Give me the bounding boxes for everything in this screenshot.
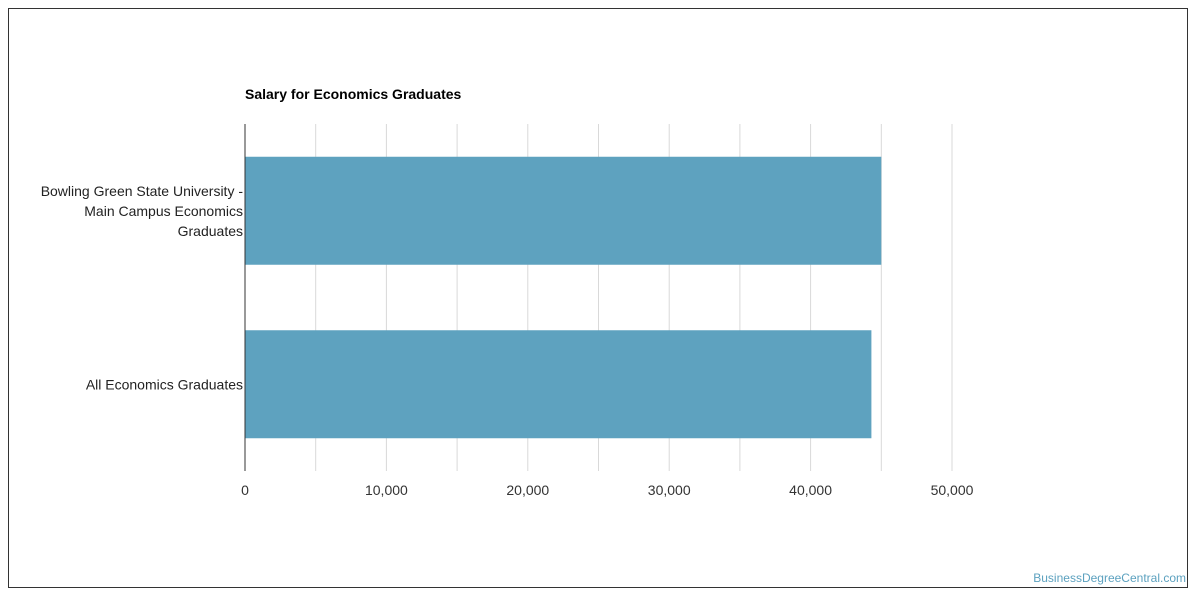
bar[interactable] [245, 330, 872, 439]
chart-title: Salary for Economics Graduates [245, 86, 462, 102]
x-tick-label: 40,000 [789, 482, 832, 498]
category-label: Bowling Green State University -Main Cam… [41, 183, 244, 239]
x-tick-labels: 0 10,000 20,000 30,000 40,000 50,000 [241, 482, 974, 498]
x-tick-label: 50,000 [931, 482, 974, 498]
bars [245, 156, 882, 439]
x-tick-label: 30,000 [648, 482, 691, 498]
category-labels: Bowling Green State University -Main Cam… [41, 183, 244, 393]
watermark[interactable]: BusinessDegreeCentral.com [1033, 571, 1186, 585]
bar[interactable] [245, 156, 882, 265]
category-label: All Economics Graduates [86, 376, 243, 392]
x-tick-label: 20,000 [506, 482, 549, 498]
x-tick-label: 10,000 [365, 482, 408, 498]
x-tick-label: 0 [241, 482, 249, 498]
